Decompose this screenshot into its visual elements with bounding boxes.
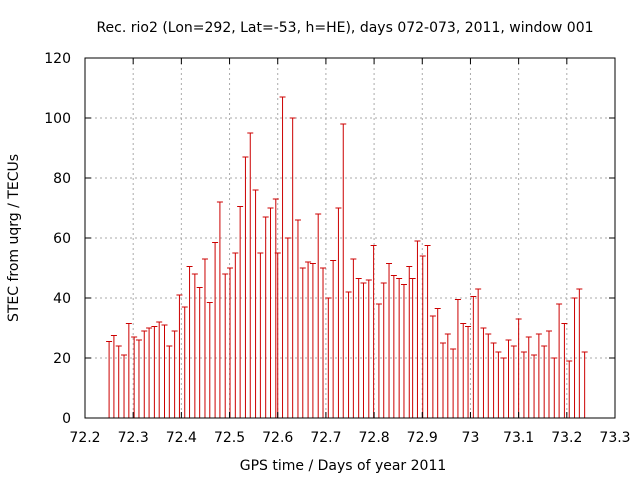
x-tick-label: 72.8 (359, 430, 390, 446)
grid-lines (85, 58, 615, 418)
x-tick-label: 72.9 (407, 430, 438, 446)
x-tick-label: 72.3 (118, 430, 149, 446)
y-tick-label: 120 (44, 51, 71, 67)
x-tick-label: 72.2 (69, 430, 100, 446)
x-tick-label: 73.3 (599, 430, 630, 446)
chart-title: Rec. rio2 (Lon=292, Lat=-53, h=HE), days… (96, 20, 593, 36)
x-tick-label: 73.1 (503, 430, 534, 446)
x-axis-label: GPS time / Days of year 2011 (240, 458, 447, 474)
y-tick-label: 100 (44, 111, 71, 127)
tick-labels: 72.2 72.3 72.4 72.5 72.6 72.7 72.8 72.9 73 73.1 73… (44, 51, 630, 446)
x-tick-label: 73 (462, 430, 480, 446)
x-tick-label: 73.2 (551, 430, 582, 446)
axis-ticks (84, 57, 616, 419)
y-axis-label: STEC from uqrg / TECUs (6, 154, 22, 322)
y-tick-label: 80 (53, 171, 71, 187)
y-tick-label: 20 (53, 351, 71, 367)
x-tick-label: 72.4 (166, 430, 197, 446)
y-tick-label: 60 (53, 231, 71, 247)
y-tick-label: 40 (53, 291, 71, 307)
x-tick-label: 72.6 (262, 430, 293, 446)
y-tick-label: 0 (62, 411, 71, 427)
x-tick-label: 72.5 (214, 430, 245, 446)
series-stec (106, 96, 588, 418)
x-tick-label: 72.7 (310, 430, 341, 446)
